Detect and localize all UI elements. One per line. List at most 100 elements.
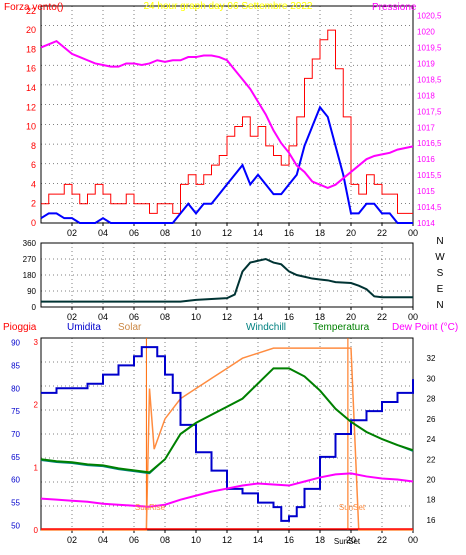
panel2-series	[41, 257, 413, 303]
y-right-tick-label: 1016	[417, 155, 435, 164]
humidity-tick-label: 75	[11, 407, 20, 416]
temp-tick-label: 20	[427, 475, 436, 484]
panel3-rain-ticks: 0 1 2 3	[34, 338, 39, 535]
x-tick-label: 10	[191, 312, 201, 322]
panel3-x-ticks: 02 04 06 08 10 12 14 16 18 20 22 00	[67, 530, 418, 545]
solar-line	[41, 347, 413, 531]
panel2-grid	[41, 243, 413, 307]
y-left-tick-label: 2	[31, 199, 36, 209]
y-left-tick-label: 16	[26, 64, 36, 74]
solar-label: Solar	[118, 322, 142, 333]
rain-label: Pioggia	[3, 322, 37, 333]
rain-tick-label: 3	[34, 338, 39, 347]
humidity-tick-label: 85	[11, 361, 20, 370]
rain-tick-label: 2	[34, 401, 39, 410]
panel-wind-pressure: 24 hour graph day 06 Settembre 2022 Forz…	[4, 1, 442, 238]
end-sunset-label: SunSet	[334, 537, 361, 546]
x-tick-label: 18	[315, 312, 325, 322]
y-right-tick-label: 1016,5	[417, 139, 442, 148]
humidity-tick-label: 55	[11, 499, 20, 508]
panel1-y-left-ticks: 0 2 4 6 8 10 12 14 16 18 20 22	[26, 6, 36, 228]
x-tick-label: 02	[67, 535, 77, 545]
humidity-tick-label: 65	[11, 453, 20, 462]
y-right-tick-label: 1018,5	[417, 75, 442, 84]
y-left-tick-label: 8	[31, 141, 36, 151]
temp-tick-label: 30	[427, 374, 436, 383]
panel1-x-ticks: 02 04 06 08 10 12 14 16 18 20 22 00	[67, 223, 418, 238]
y-right-tick-label: 1020,5	[417, 12, 442, 21]
x-tick-label: 22	[377, 312, 387, 322]
x-tick-label: 22	[377, 535, 387, 545]
y-left-tick-label: 4	[31, 179, 36, 189]
wind-max-line	[41, 29, 413, 214]
panel1-y-right-ticks: 1014 1014,5 1015 1015,5 1016 1016,5 1017 1017,5…	[417, 12, 442, 228]
compass-label: N	[436, 300, 443, 311]
x-tick-label: 00	[408, 228, 418, 238]
x-tick-label: 06	[129, 228, 139, 238]
y-right-tick-label: 1020	[417, 28, 435, 37]
x-tick-label: 18	[315, 535, 325, 545]
temp-tick-label: 28	[427, 395, 436, 404]
x-tick-label: 16	[284, 312, 294, 322]
windchill-label: Windchill	[246, 322, 286, 333]
rain-tick-label: 0	[34, 526, 39, 535]
wind-label: Forza vento()	[4, 2, 63, 13]
x-tick-label: 06	[129, 535, 139, 545]
x-tick-label: 20	[346, 535, 356, 545]
direction-tick-label: 360	[23, 239, 37, 248]
temp-tick-label: 18	[427, 496, 436, 505]
y-left-tick-label: 0	[31, 218, 36, 228]
humidity-tick-label: 80	[11, 384, 20, 393]
dewpoint-line	[40, 472, 414, 508]
y-left-tick-label: 20	[26, 25, 36, 35]
pressure-line	[40, 39, 414, 189]
x-tick-label: 04	[98, 312, 108, 322]
x-tick-label: 20	[346, 312, 356, 322]
temperature-line	[40, 367, 414, 474]
temp-tick-label: 32	[427, 354, 436, 363]
x-tick-label: 20	[346, 228, 356, 238]
compass-label: E	[437, 284, 444, 295]
x-tick-label: 00	[408, 312, 418, 322]
x-tick-label: 04	[98, 228, 108, 238]
compass-label: N	[436, 236, 443, 247]
panel-temperature-humidity: Pioggia Umidita Solar Windchill Temperat…	[3, 322, 458, 546]
panel2-x-ticks: 02 04 06 08 10 12 14 16 18 20 22 00	[67, 307, 418, 322]
x-tick-label: 08	[160, 312, 170, 322]
x-tick-label: 02	[67, 228, 77, 238]
panel1-title: 24 hour graph day 06 Settembre 2022	[143, 1, 312, 12]
x-tick-label: 04	[98, 535, 108, 545]
y-right-tick-label: 1019,5	[417, 43, 442, 52]
x-tick-label: 10	[191, 535, 201, 545]
x-tick-label: 12	[222, 312, 232, 322]
pressure-label: Pressione	[372, 2, 417, 13]
direction-tick-label: 180	[23, 271, 37, 280]
direction-tick-label: 0	[32, 303, 37, 312]
panel1-series	[40, 29, 414, 224]
wind-avg-line	[40, 105, 413, 224]
y-right-tick-label: 1018	[417, 91, 435, 100]
y-left-tick-label: 10	[26, 122, 36, 132]
y-right-tick-label: 1015,5	[417, 171, 442, 180]
wind-direction-line	[41, 257, 413, 303]
x-tick-label: 06	[129, 312, 139, 322]
x-tick-label: 02	[67, 312, 77, 322]
x-tick-label: 16	[284, 535, 294, 545]
y-left-tick-label: 6	[31, 160, 36, 170]
panel3-series	[40, 338, 414, 531]
direction-tick-label: 90	[27, 287, 36, 296]
x-tick-label: 22	[377, 228, 387, 238]
temp-tick-label: 22	[427, 455, 436, 464]
x-tick-label: 08	[160, 535, 170, 545]
y-right-tick-label: 1014	[417, 219, 435, 228]
x-tick-label: 10	[191, 228, 201, 238]
x-tick-label: 14	[253, 312, 263, 322]
y-left-tick-label: 12	[26, 102, 36, 112]
sunset-label: SunSet	[339, 503, 366, 512]
x-tick-label: 18	[315, 228, 325, 238]
temp-tick-label: 26	[427, 415, 436, 424]
y-right-tick-label: 1019	[417, 59, 435, 68]
compass-label: W	[435, 252, 445, 263]
